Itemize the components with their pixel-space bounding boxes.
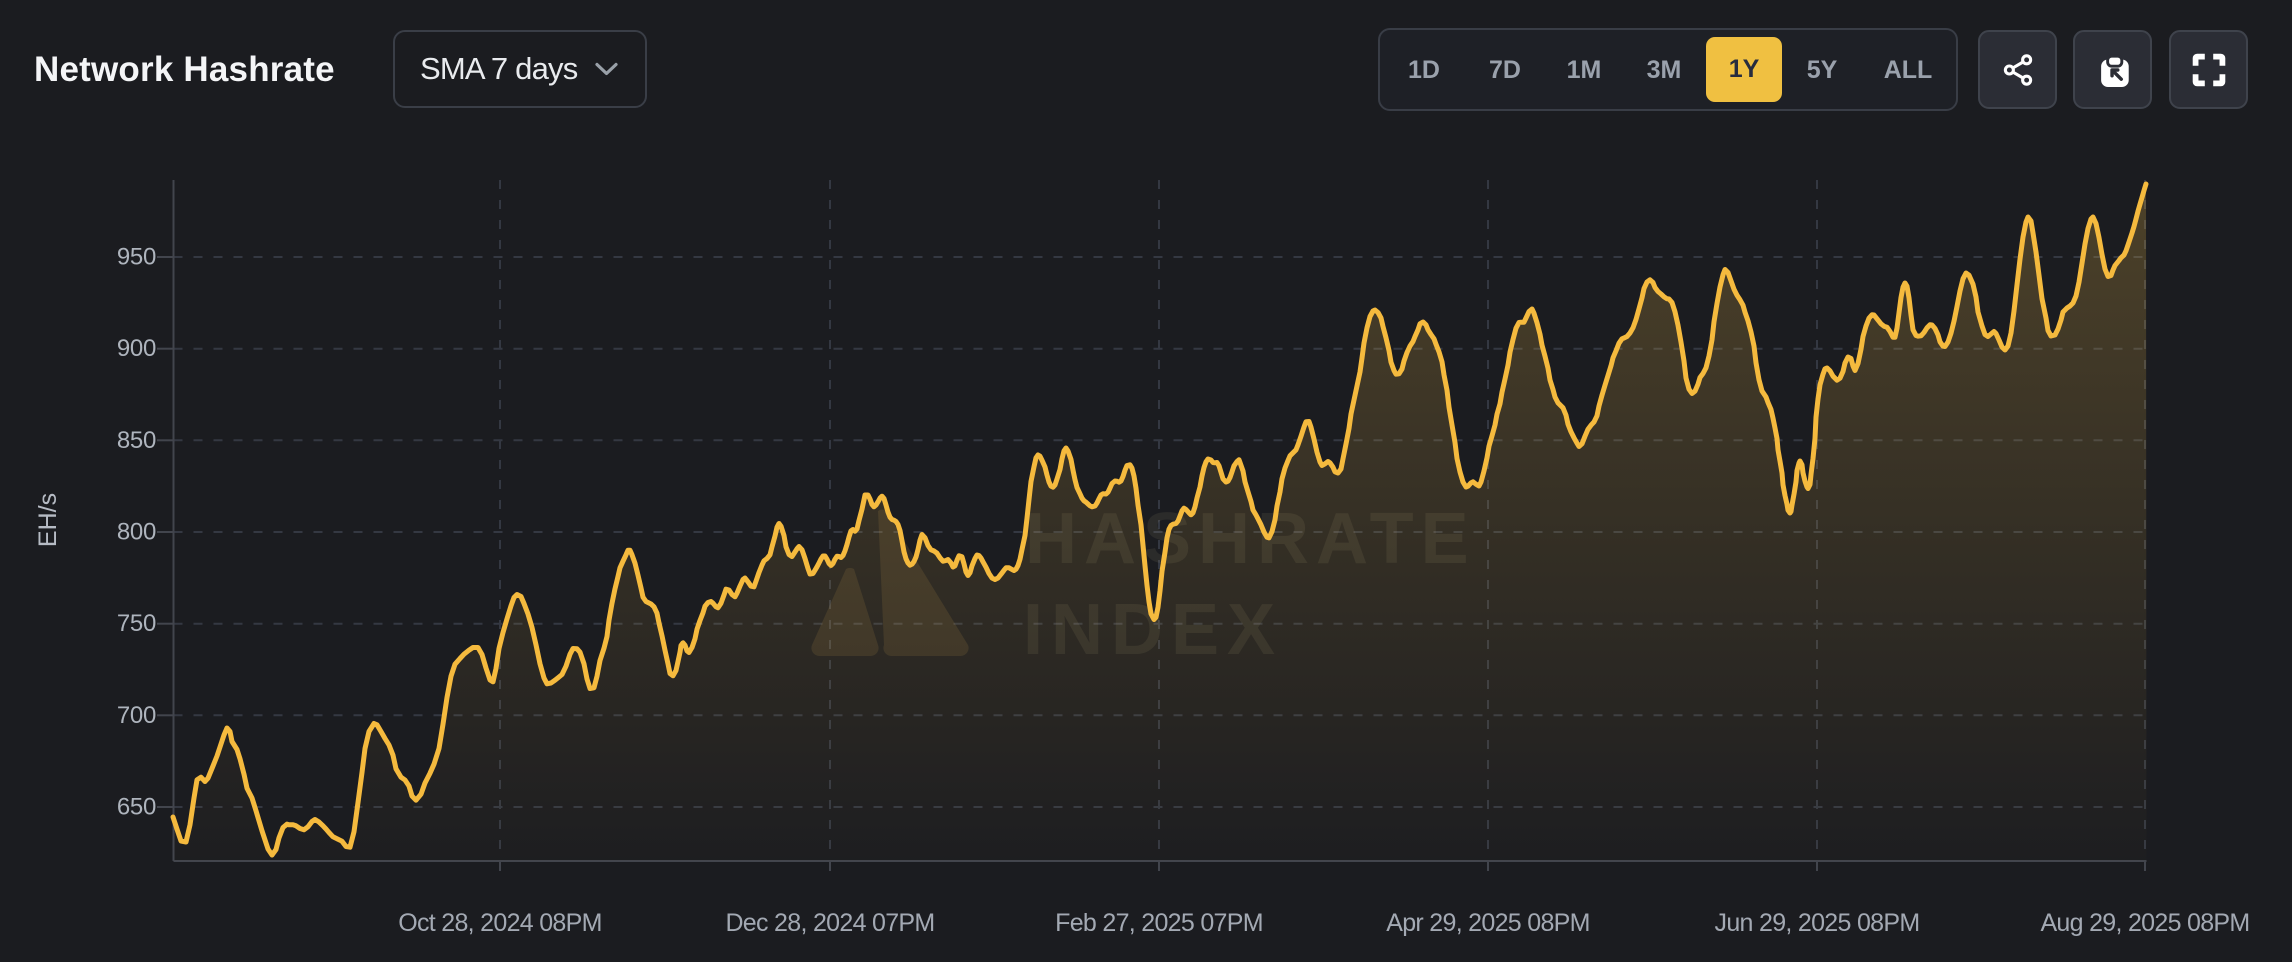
svg-text:Dec 28, 2024 07PM: Dec 28, 2024 07PM [725,909,934,937]
svg-text:700: 700 [117,702,156,729]
svg-text:Oct 28, 2024 08PM: Oct 28, 2024 08PM [398,909,602,937]
svg-text:Aug 29, 2025 08PM: Aug 29, 2025 08PM [2040,909,2249,937]
svg-text:650: 650 [117,794,156,821]
svg-text:Feb 27, 2025 07PM: Feb 27, 2025 07PM [1055,909,1263,937]
svg-text:850: 850 [117,427,156,454]
svg-text:900: 900 [117,335,156,362]
svg-text:950: 950 [117,244,156,271]
svg-text:Apr 29, 2025 08PM: Apr 29, 2025 08PM [1386,909,1590,937]
svg-text:EH/s: EH/s [34,493,62,547]
svg-text:Jun 29, 2025 08PM: Jun 29, 2025 08PM [1715,909,1920,937]
svg-text:800: 800 [117,519,156,546]
svg-text:750: 750 [117,610,156,637]
